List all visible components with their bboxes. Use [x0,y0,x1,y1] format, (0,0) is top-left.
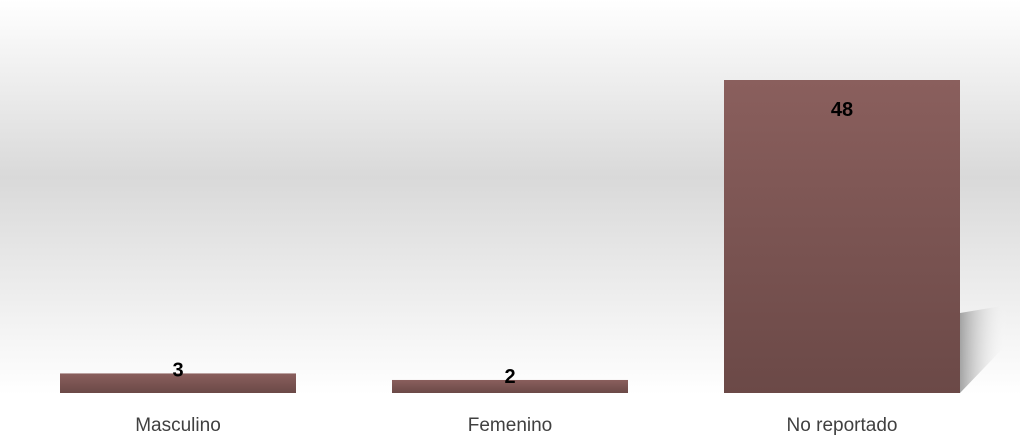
bar-masculino [60,373,296,393]
data-label-no-reportado: 48 [831,99,853,121]
data-label-femenino: 2 [504,366,515,388]
category-label-masculino: Masculino [135,415,221,435]
data-labels: 3 2 48 [172,99,853,388]
category-label-no-reportado: No reportado [787,415,898,435]
bar-no-reportado [724,80,960,393]
bar-shadow-no-reportado [960,305,1008,393]
data-label-masculino: 3 [172,359,183,381]
category-axis: Masculino Femenino No reportado [135,415,898,436]
bar-shadows [960,305,1008,393]
category-label-femenino: Femenino [468,415,553,435]
bar-femenino [392,379,628,393]
bars [60,80,960,393]
